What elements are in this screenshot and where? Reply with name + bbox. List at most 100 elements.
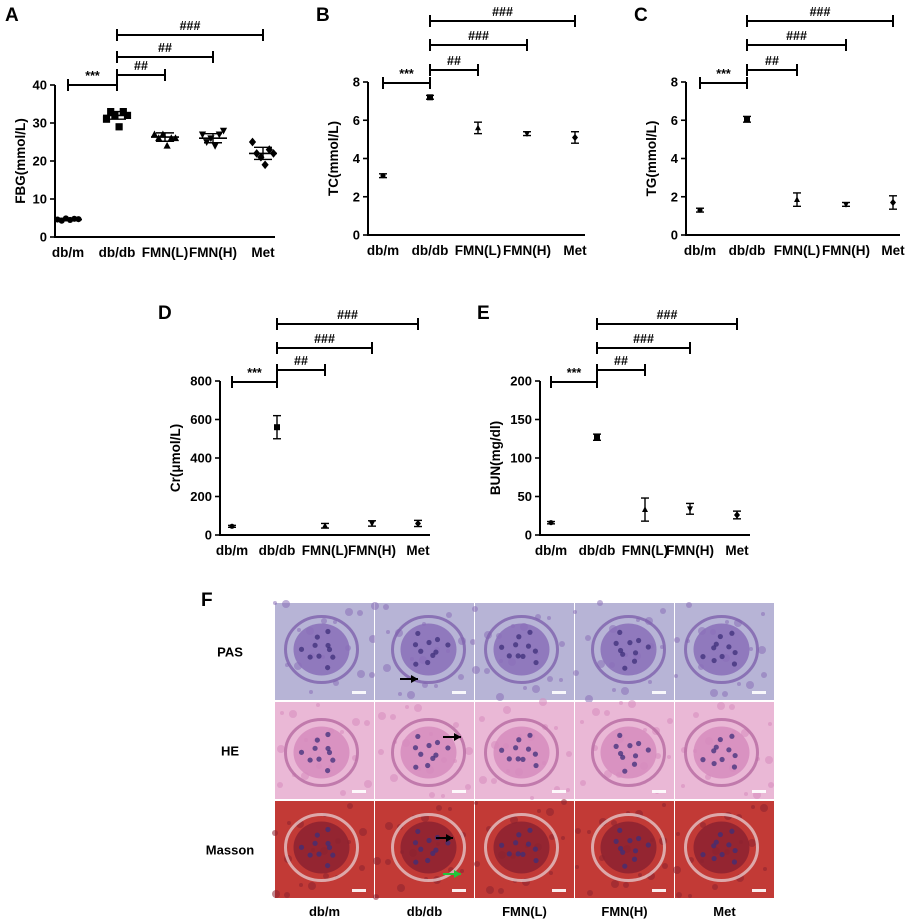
scale-bar <box>752 889 766 892</box>
glomerulus-tuft <box>693 821 750 874</box>
nucleus <box>732 752 738 759</box>
data-point <box>253 149 261 158</box>
nucleus <box>298 646 305 652</box>
tissue-speck <box>700 822 706 828</box>
tissue-speck <box>761 612 765 616</box>
scale-bar <box>552 790 566 793</box>
nucleus <box>631 658 638 664</box>
nucleus <box>636 637 642 644</box>
tissue-speck <box>371 602 379 610</box>
tissue-speck <box>386 630 390 634</box>
mean-point <box>594 434 600 441</box>
tissue-speck <box>681 784 685 788</box>
glomerulus-tuft <box>400 821 457 874</box>
tissue-speck <box>357 610 363 616</box>
lesion-arrow-black <box>443 733 461 741</box>
tissue-speck <box>364 720 370 726</box>
tissue-speck <box>547 676 553 682</box>
nucleus <box>314 737 320 743</box>
lesion-arrow-green <box>443 870 461 878</box>
glomerulus-tuft <box>600 623 657 676</box>
nucleus <box>418 648 424 654</box>
glomerulus-tuft <box>600 726 657 779</box>
micrograph-image <box>673 801 774 898</box>
nucleus <box>425 762 431 769</box>
data-point <box>150 130 159 138</box>
nucleus <box>713 641 719 647</box>
significance-label: ### <box>492 5 513 19</box>
nucleus <box>717 633 723 640</box>
nucleus <box>499 644 505 650</box>
significance-bracket: *** <box>67 69 118 91</box>
data-point <box>155 134 163 142</box>
micrograph-image <box>474 799 574 898</box>
tissue-speck <box>378 712 386 720</box>
tissue-speck <box>573 610 577 614</box>
nucleus <box>532 648 538 654</box>
data-point <box>219 127 228 135</box>
tissue-speck <box>559 641 565 647</box>
tissue-speck <box>441 794 445 798</box>
glomerulus-tuft <box>293 821 350 874</box>
nucleus <box>713 744 719 750</box>
y-tick-label: 0 <box>205 528 212 543</box>
micrograph-image <box>573 600 674 703</box>
nucleus <box>307 654 313 660</box>
significance-bracket: ## <box>116 59 166 81</box>
nucleus <box>729 828 735 834</box>
tissue-speck <box>474 861 480 867</box>
x-category-label: FMN(H) <box>348 543 396 558</box>
tissue-speck <box>470 639 476 645</box>
significance-bracket: ### <box>429 5 576 27</box>
tissue-speck <box>623 882 629 888</box>
nucleus <box>434 739 441 746</box>
glomerulus-capsule <box>684 718 759 787</box>
tissue-speck <box>385 859 391 865</box>
tissue-speck <box>621 687 629 695</box>
tissue-speck <box>272 890 280 898</box>
tissue-speck <box>763 867 767 871</box>
scale-bar <box>552 889 566 892</box>
tissue-speck <box>496 693 504 701</box>
tissue-speck <box>472 666 480 674</box>
significance-bracket: ### <box>429 29 528 51</box>
tissue-speck <box>352 718 360 726</box>
tissue-speck <box>710 689 718 697</box>
mean-point <box>475 124 481 131</box>
significance-label: *** <box>716 67 731 81</box>
tissue-speck <box>369 672 375 678</box>
nucleus <box>617 629 623 636</box>
nucleus <box>513 642 519 648</box>
x-category-label: Met <box>251 245 275 260</box>
nucleus <box>711 748 717 754</box>
nucleus <box>622 768 628 774</box>
tissue-speck <box>749 647 753 651</box>
chart-panel-b: B 0 2 4 6 8 TC(mmol/L) db/m db/db FMN(L) FMN(H) Met… <box>316 5 587 258</box>
tissue-speck <box>436 805 442 811</box>
y-tick-label: 50 <box>518 489 532 504</box>
glomerulus-capsule <box>284 615 359 684</box>
significance-label: ### <box>810 5 831 19</box>
tissue-speck <box>309 690 313 694</box>
tissue-speck <box>765 756 773 764</box>
tissue-speck <box>340 730 344 734</box>
x-category-label: FMN(H) <box>503 243 551 258</box>
nucleus <box>632 650 639 656</box>
micrograph-image <box>373 801 474 900</box>
nucleus <box>711 645 717 651</box>
nucleus <box>307 757 313 763</box>
nucleus <box>413 859 419 865</box>
nucleus <box>711 657 717 664</box>
column-label: FMN(H) <box>601 904 647 919</box>
nucleus <box>620 849 626 855</box>
nucleus <box>645 842 651 848</box>
x-category-label: Met <box>881 243 905 258</box>
tissue-speck <box>498 888 504 894</box>
significance-label: ### <box>180 19 201 33</box>
nucleus <box>713 839 719 845</box>
mean-point <box>734 511 740 519</box>
tissue-speck <box>760 804 768 812</box>
glomerulus-capsule <box>684 615 759 684</box>
nucleus <box>627 640 633 646</box>
nucleus <box>513 745 519 751</box>
